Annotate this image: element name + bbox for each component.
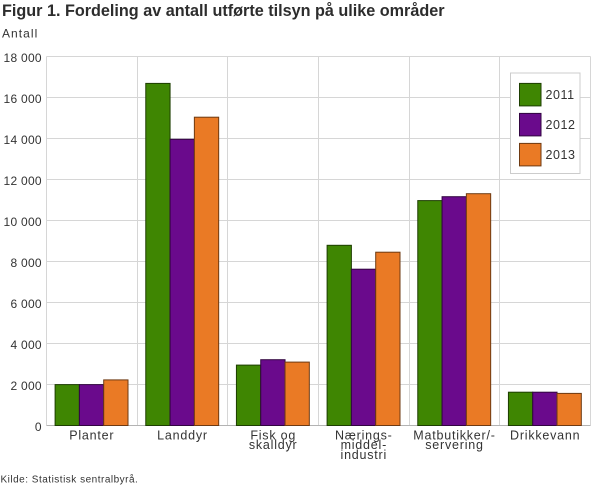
svg-text:18 000: 18 000 bbox=[4, 51, 42, 65]
svg-text:skalldyr: skalldyr bbox=[249, 438, 298, 452]
svg-text:2012: 2012 bbox=[546, 118, 576, 132]
svg-text:Figur 1. Fordeling av antall u: Figur 1. Fordeling av antall utførte til… bbox=[2, 2, 445, 20]
svg-text:Kilde: Statistisk sentralbyrå.: Kilde: Statistisk sentralbyrå. bbox=[1, 473, 139, 485]
svg-text:16 000: 16 000 bbox=[4, 92, 42, 106]
svg-text:4 000: 4 000 bbox=[10, 338, 41, 352]
svg-text:8 000: 8 000 bbox=[10, 256, 41, 270]
svg-text:Landdyr: Landdyr bbox=[157, 428, 208, 442]
svg-text:2013: 2013 bbox=[546, 148, 576, 162]
svg-text:Antall: Antall bbox=[2, 27, 38, 41]
svg-text:Nærings-: Nærings- bbox=[335, 428, 393, 442]
svg-text:Drikkevann: Drikkevann bbox=[510, 428, 580, 442]
svg-text:industri: industri bbox=[341, 448, 388, 462]
svg-text:servering: servering bbox=[425, 438, 483, 452]
svg-text:middel-: middel- bbox=[341, 438, 387, 452]
svg-text:14 000: 14 000 bbox=[4, 133, 42, 147]
svg-text:Fisk og: Fisk og bbox=[250, 428, 296, 442]
svg-text:2 000: 2 000 bbox=[10, 379, 41, 393]
svg-text:0: 0 bbox=[35, 420, 42, 434]
svg-text:2011: 2011 bbox=[546, 88, 575, 102]
svg-text:12 000: 12 000 bbox=[4, 174, 42, 188]
svg-text:10 000: 10 000 bbox=[4, 215, 42, 229]
svg-text:Planter: Planter bbox=[69, 428, 114, 442]
svg-text:6 000: 6 000 bbox=[10, 297, 41, 311]
svg-text:Matbutikker/-: Matbutikker/- bbox=[413, 428, 495, 442]
